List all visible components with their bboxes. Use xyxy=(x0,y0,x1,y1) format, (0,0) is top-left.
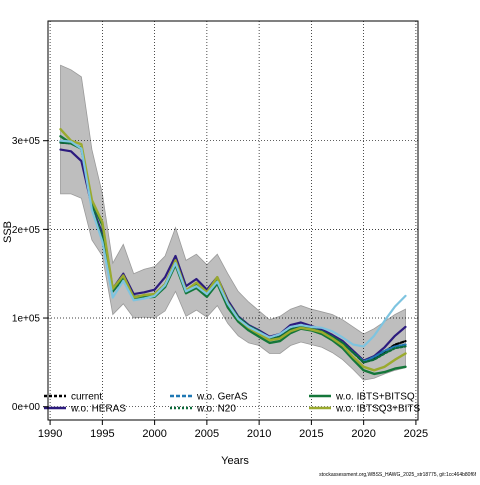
axes-group: 1990 1995 2000 2005 2010 2015 2020 2025 0e+00 1e+… xyxy=(12,20,428,440)
confidence-band-group xyxy=(60,64,406,381)
series-line-6 xyxy=(59,139,407,348)
series-group xyxy=(59,127,407,376)
legend-label-5: w.o. IBTSQ3+BITS xyxy=(335,404,421,415)
x-axis-label: Years xyxy=(221,455,249,467)
x-tick-label: 2000 xyxy=(142,428,166,440)
y-tick-label: 3e+05 xyxy=(12,136,41,147)
footnote: stockassessment.org,WBSS_HAWG_2025_str18… xyxy=(319,472,476,478)
grid-group xyxy=(48,21,418,420)
legend-label-3: w.o. N20 xyxy=(196,404,236,415)
x-tick-label: 2005 xyxy=(195,428,219,440)
legend-label-4: w.o. IBTS+BITSQ xyxy=(335,392,415,403)
y-axis-label: SSB xyxy=(2,221,14,243)
x-tick-label: 2015 xyxy=(299,428,323,440)
x-tick-label: 2010 xyxy=(247,428,271,440)
x-tick-label: 2025 xyxy=(404,428,428,440)
x-tick-label: 1990 xyxy=(38,428,62,440)
legend-label-1: w.o. HERAS xyxy=(70,404,126,415)
x-tick-label: 1995 xyxy=(90,428,114,440)
y-tick-label: 2e+05 xyxy=(12,225,41,236)
legend-label-0: current xyxy=(71,392,102,403)
y-tick-label: 0e+00 xyxy=(12,402,41,413)
y-tick-label: 1e+05 xyxy=(12,314,41,325)
legend-label-2: w.o. GerAS xyxy=(196,392,248,403)
confidence-band xyxy=(60,64,406,381)
x-tick-label: 2020 xyxy=(351,428,375,440)
plot-frame xyxy=(47,20,419,421)
